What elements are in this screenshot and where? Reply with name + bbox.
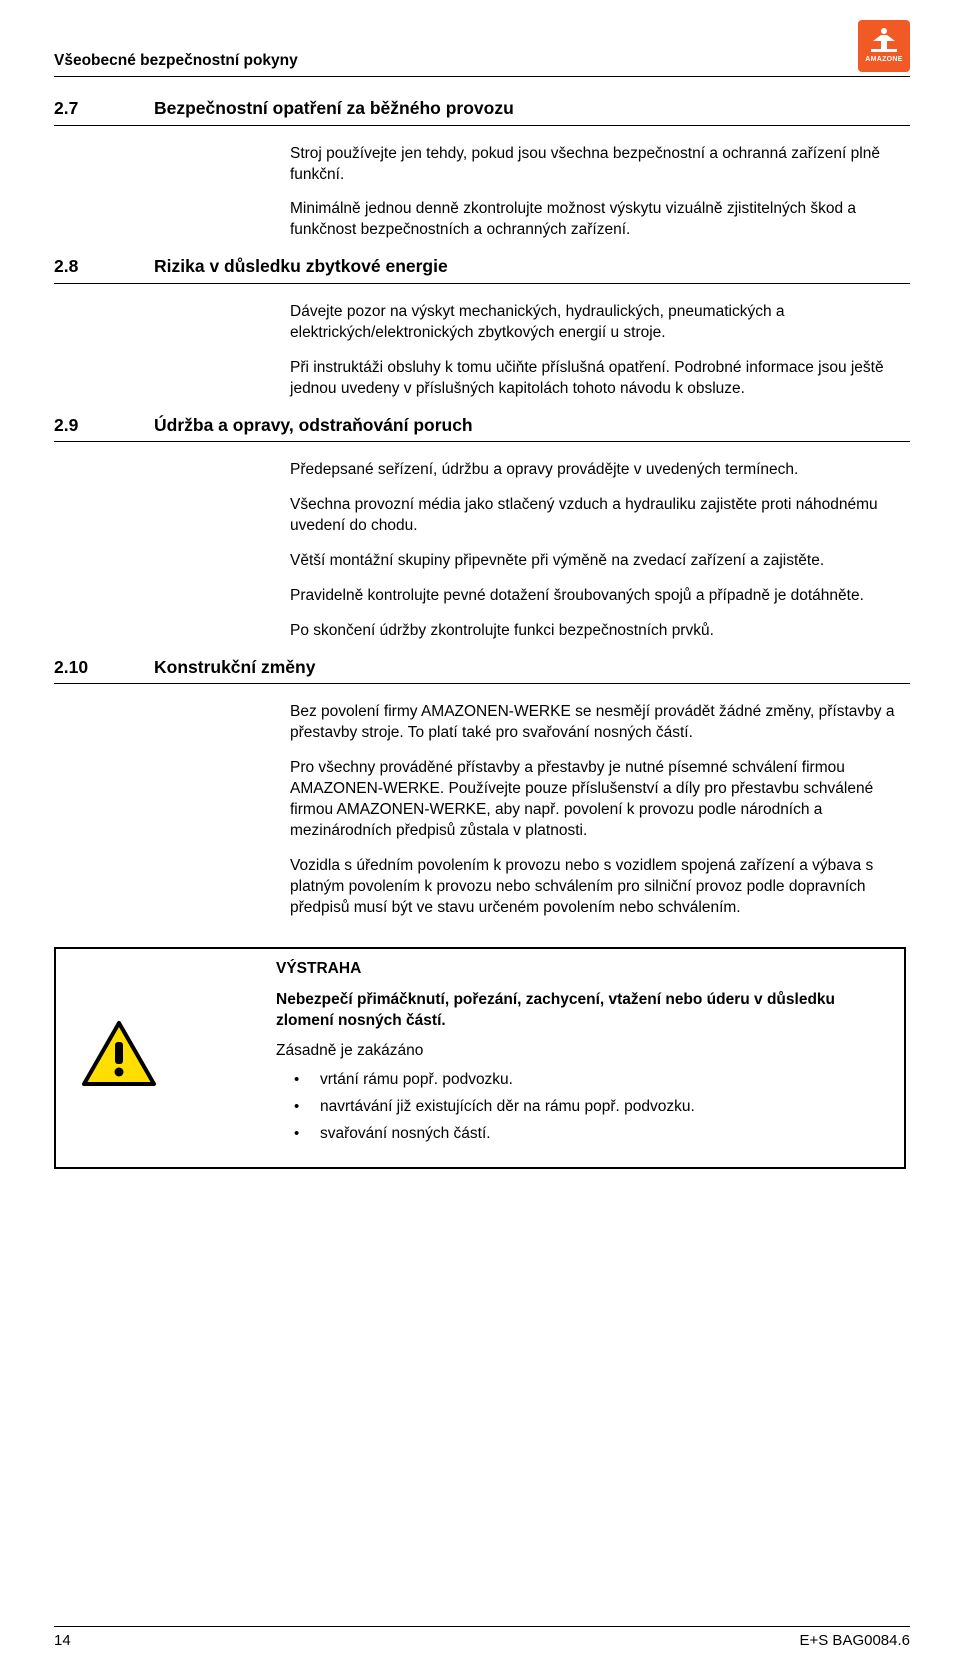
section-number: 2.9 (54, 414, 154, 438)
warning-bullet-list: vrtání rámu popř. podvozku. navrtávání j… (276, 1070, 890, 1145)
section-heading-2-7: 2.7 Bezpečnostní opatření za běžného pro… (54, 97, 910, 121)
logo-text: AMAZONE (865, 55, 903, 64)
warning-bullet-item: svařování nosných částí. (276, 1124, 890, 1145)
section-divider (54, 683, 910, 684)
section-heading-2-10: 2.10 Konstrukční změny (54, 656, 910, 680)
footer-divider (54, 1626, 910, 1627)
warning-line: Zásadně je zakázáno (276, 1041, 890, 1062)
section-heading-2-8: 2.8 Rizika v důsledku zbytkové energie (54, 255, 910, 279)
section-title: Konstrukční změny (154, 656, 315, 680)
body-paragraph: Po skončení údržby zkontrolujte funkci b… (290, 621, 904, 642)
body-paragraph: Všechna provozní média jako stlačený vzd… (290, 495, 904, 537)
page-footer: 14 E+S BAG0084.6 (54, 1626, 910, 1651)
warning-heading: VÝSTRAHA (276, 959, 890, 980)
section-number: 2.10 (54, 656, 154, 680)
body-paragraph: Předepsané seřízení, údržbu a opravy pro… (290, 460, 904, 481)
body-paragraph: Při instruktáži obsluhy k tomu učiňte př… (290, 358, 904, 400)
warning-bullet-item: navrtávání již existujících děr na rámu … (276, 1097, 890, 1118)
section-heading-2-9: 2.9 Údržba a opravy, odstraňování poruch (54, 414, 910, 438)
body-paragraph: Vozidla s úředním povolením k provozu ne… (290, 856, 904, 919)
body-paragraph: Pravidelně kontrolujte pevné dotažení šr… (290, 586, 904, 607)
header-divider (54, 76, 910, 77)
body-paragraph: Bez povolení firmy AMAZONEN-WERKE se nes… (290, 702, 904, 744)
section-title: Bezpečnostní opatření za běžného provozu (154, 97, 514, 121)
doc-id: E+S BAG0084.6 (800, 1631, 911, 1651)
logo-glyph-icon (869, 27, 899, 55)
header-breadcrumb: Všeobecné bezpečnostní pokyny (54, 51, 298, 72)
section-title: Údržba a opravy, odstraňování poruch (154, 414, 473, 438)
brand-logo: AMAZONE (858, 20, 910, 72)
warning-box: VÝSTRAHA Nebezpečí přimáčknutí, pořezání… (54, 947, 906, 1169)
body-paragraph: Pro všechny prováděné přístavby a přesta… (290, 758, 904, 842)
section-number: 2.8 (54, 255, 154, 279)
body-paragraph: Minimálně jednou denně zkontrolujte možn… (290, 199, 904, 241)
section-number: 2.7 (54, 97, 154, 121)
section-divider (54, 283, 910, 284)
body-paragraph: Dávejte pozor na výskyt mechanických, hy… (290, 302, 904, 344)
section-divider (54, 441, 910, 442)
page-number: 14 (54, 1631, 71, 1651)
warning-bold-text: Nebezpečí přimáčknutí, pořezání, zachyce… (276, 990, 890, 1032)
section-title: Rizika v důsledku zbytkové energie (154, 255, 448, 279)
body-paragraph: Stroj používejte jen tehdy, pokud jsou v… (290, 144, 904, 186)
section-divider (54, 125, 910, 126)
body-paragraph: Větší montážní skupiny připevněte při vý… (290, 551, 904, 572)
warning-triangle-icon (80, 1020, 158, 1090)
warning-bullet-item: vrtání rámu popř. podvozku. (276, 1070, 890, 1091)
